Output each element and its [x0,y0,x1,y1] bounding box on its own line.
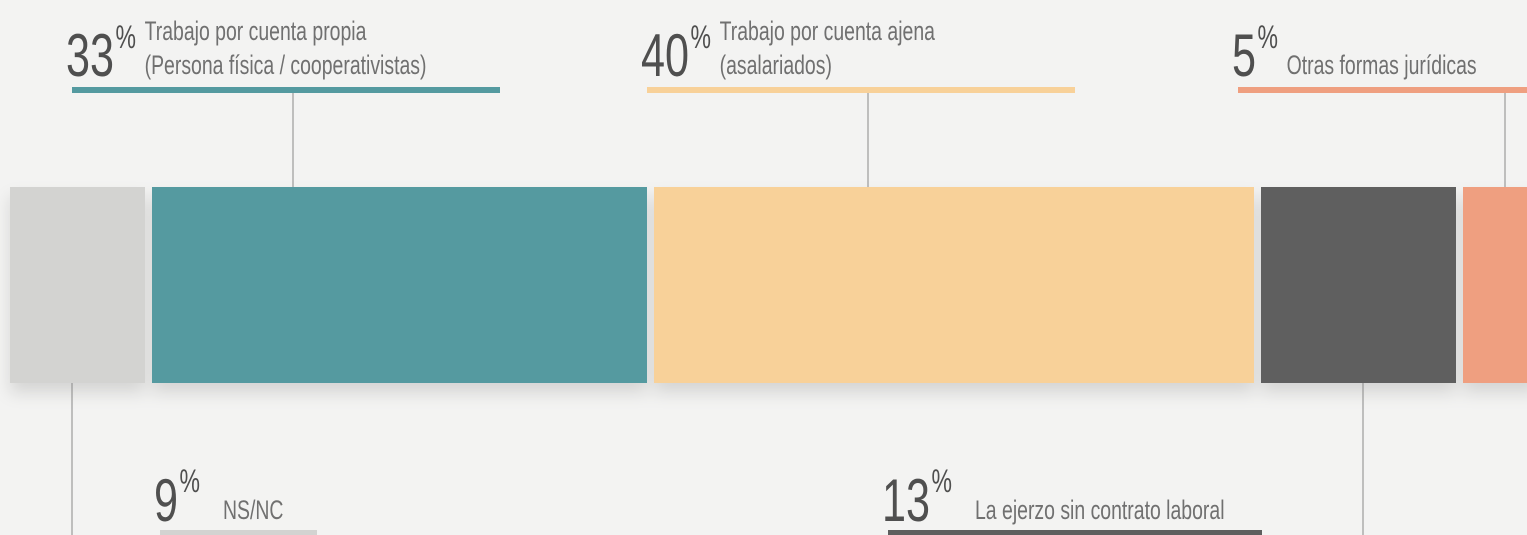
percent-unit: % [179,463,199,499]
percent-value: 33 [66,23,114,90]
bar-segment [654,187,1254,383]
bar-segment [1261,187,1456,383]
segment-label: 33% Trabajo por cuenta propia (Persona fís… [66,16,426,90]
segment-name: Trabajo por cuenta ajena [720,16,936,46]
segment-label: 40% Trabajo por cuenta ajena (asalariados) [641,16,936,90]
segment-label: 13 % La ejerzo sin contrato laboral [882,463,1225,534]
segment-name: NS/NC [223,495,283,525]
bar-group [10,187,1527,383]
segment-name: (Persona física / cooperativistas) [145,50,427,80]
label-underline [1238,87,1527,93]
segment-name: La ejerzo sin contrato laboral [975,495,1225,525]
segment-name: Otras formas jurídicas [1287,50,1477,80]
percent-unit: % [1257,19,1277,55]
label-underline [72,87,500,93]
bar-segment [10,187,145,383]
segment-label: 5 % Otras formas jurídicas [1232,19,1477,89]
percent-value: 40 [641,23,689,90]
segment-name: Trabajo por cuenta propia [145,16,368,46]
bar-segment [1463,187,1527,383]
label-underline [160,530,317,535]
bar-segment [152,187,647,383]
percent-unit: % [115,19,135,55]
percent-value: 5 [1232,23,1256,90]
label-underline [888,530,1262,535]
percent-value: 9 [154,468,178,535]
segment-label: 9 % NS/NC [154,463,283,534]
percent-unit: % [931,463,951,499]
percent-unit: % [690,19,710,55]
segment-name: (asalariados) [720,50,832,80]
label-underline [647,87,1075,93]
percent-value: 13 [882,468,930,535]
